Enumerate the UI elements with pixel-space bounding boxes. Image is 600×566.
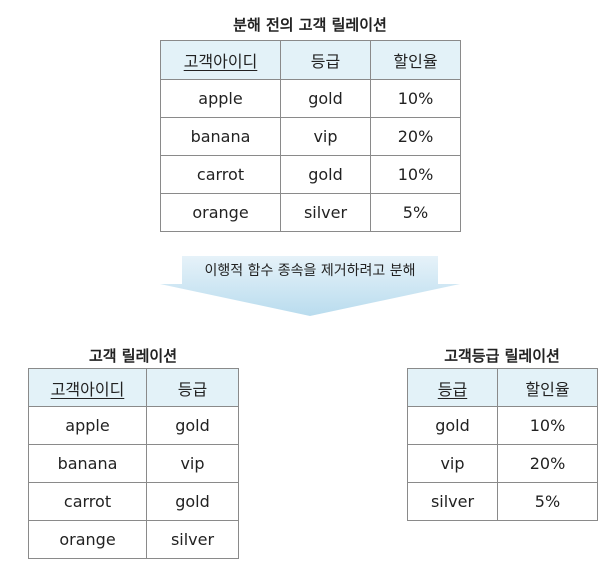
table-row: banana vip 20%	[160, 117, 461, 156]
cell: orange	[28, 520, 147, 559]
table-row: apple gold 10%	[160, 79, 461, 118]
cell: 10%	[370, 79, 461, 118]
cell: 10%	[497, 406, 598, 445]
cell: gold	[146, 482, 239, 521]
cell: gold	[407, 406, 498, 445]
cell: carrot	[160, 155, 281, 194]
table-row: orange silver 5%	[160, 193, 461, 232]
cell: carrot	[28, 482, 147, 521]
cell: apple	[160, 79, 281, 118]
table-row: carrot gold 10%	[160, 155, 461, 194]
table-row: carrot gold	[28, 482, 239, 521]
cell: vip	[280, 117, 371, 156]
right-header-discount: 할인율	[497, 368, 598, 407]
cell: 20%	[497, 444, 598, 483]
grade-relation-table: 등급 할인율 gold 10% vip 20% silver 5%	[407, 368, 598, 521]
cell: apple	[28, 406, 147, 445]
cell: 5%	[370, 193, 461, 232]
cell: silver	[280, 193, 371, 232]
cell: gold	[146, 406, 239, 445]
top-header-grade: 등급	[280, 40, 371, 80]
left-header-customer-id: 고객아이디	[28, 368, 147, 407]
customer-relation-table: 고객아이디 등급 apple gold banana vip carrot go…	[28, 368, 239, 559]
arrow-label: 이행적 함수 종속을 제거하려고 분해	[204, 263, 416, 279]
cell: silver	[407, 482, 498, 521]
top-relation-table: 고객아이디 등급 할인율 apple gold 10% banana vip 2…	[160, 40, 461, 232]
cell: banana	[160, 117, 281, 156]
cell: gold	[280, 79, 371, 118]
top-table-title: 분해 전의 고객 릴레이션	[233, 16, 387, 34]
cell: silver	[146, 520, 239, 559]
cell: vip	[407, 444, 498, 483]
top-header-discount: 할인율	[370, 40, 461, 80]
table-row: gold 10%	[407, 406, 598, 445]
arrow-shape	[160, 256, 460, 316]
right-header-grade: 등급	[407, 368, 498, 407]
table-row: silver 5%	[407, 482, 598, 521]
table-row: orange silver	[28, 520, 239, 559]
cell: 10%	[370, 155, 461, 194]
right-table-title: 고객등급 릴레이션	[444, 347, 560, 365]
left-header-grade: 등급	[146, 368, 239, 407]
table-row: vip 20%	[407, 444, 598, 483]
cell: vip	[146, 444, 239, 483]
left-table-title: 고객 릴레이션	[88, 347, 178, 365]
cell: orange	[160, 193, 281, 232]
table-row: banana vip	[28, 444, 239, 483]
cell: 20%	[370, 117, 461, 156]
top-header-customer-id: 고객아이디	[160, 40, 281, 80]
cell: banana	[28, 444, 147, 483]
decompose-arrow	[160, 256, 460, 316]
cell: gold	[280, 155, 371, 194]
table-row: apple gold	[28, 406, 239, 445]
cell: 5%	[497, 482, 598, 521]
